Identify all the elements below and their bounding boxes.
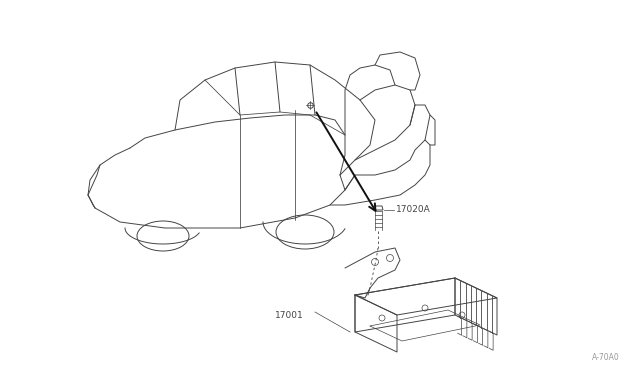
Text: A-70A0: A-70A0 <box>592 353 620 362</box>
Text: 17020A: 17020A <box>396 205 431 214</box>
Text: 17001: 17001 <box>275 311 304 320</box>
